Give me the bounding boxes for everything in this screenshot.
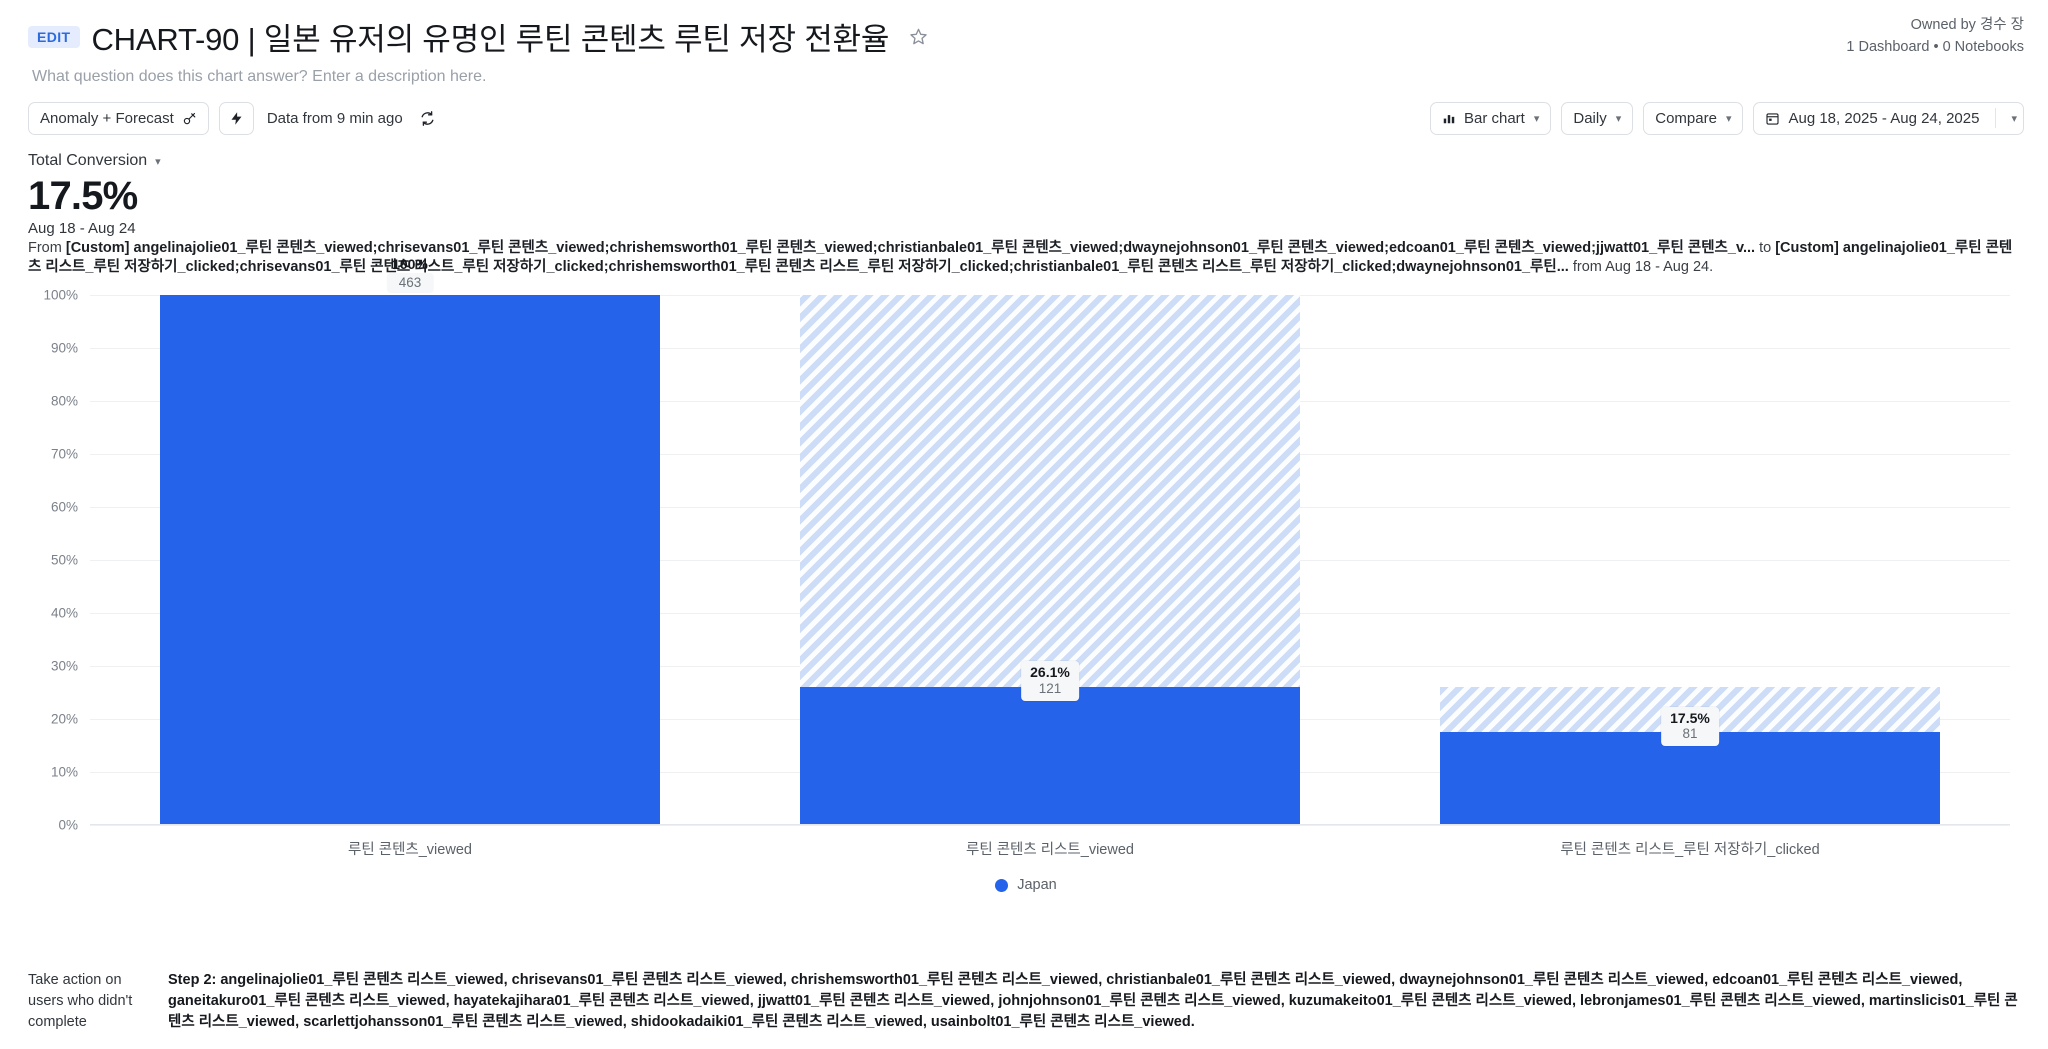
chart-toolbar: Anomaly + Forecast Data from 9 min ago	[28, 96, 2024, 140]
y-axis-tick-label: 40%	[50, 605, 78, 621]
funnel-step-description: From [Custom] angelinajolie01_루틴 콘텐츠_vie…	[28, 239, 2024, 277]
compare-label: Compare	[1655, 109, 1717, 127]
page-title: CHART-90 | 일본 유저의 유명인 루틴 콘텐츠 루틴 저장 전환율	[91, 22, 890, 57]
owner-name: Owned by 경수 장	[1910, 17, 2024, 33]
star-outline-icon[interactable]	[901, 20, 935, 54]
divider	[1995, 108, 1997, 128]
owner-info: Owned by 경수 장 1 Dashboard • 0 Notebooks	[1846, 14, 2024, 59]
bar-count-label: 463	[386, 273, 434, 294]
bar-percent-label: 17.5%	[1670, 709, 1710, 726]
bar-count-label: 121	[1038, 680, 1062, 696]
x-axis-tick-label: 루틴 콘텐츠 리스트_viewed	[966, 842, 1134, 859]
edit-badge[interactable]: EDIT	[28, 25, 80, 48]
bar-column[interactable]: 100% 463	[160, 256, 660, 826]
anomaly-forecast-button[interactable]: Anomaly + Forecast	[28, 101, 209, 135]
toolbar-left-group: Anomaly + Forecast Data from 9 min ago	[28, 101, 439, 135]
usage-counts: 1 Dashboard • 0 Notebooks	[1846, 39, 2024, 56]
y-axis-tick-label: 30%	[50, 658, 78, 674]
y-axis-tick-label: 90%	[50, 340, 78, 356]
gridline: 0%	[58, 818, 2010, 833]
funnel-bar-chart: 100% 90% 80% 70% 60% 50% 40% 30% 20% 10% 0% 100% 46…	[28, 256, 2024, 893]
y-axis-tick-label: 80%	[50, 393, 78, 409]
bar-percent-label: 100%	[392, 255, 428, 272]
metric-selector-label: Total Conversion	[28, 152, 148, 169]
date-range-picker[interactable]: Aug 18, 2025 - Aug 24, 2025 ▾	[1753, 101, 2024, 135]
y-axis-tick-label: 10%	[50, 764, 78, 780]
chevron-down-icon: ▾	[155, 155, 161, 168]
bar-count-label: 81	[1682, 726, 1698, 742]
y-axis-tick-label: 70%	[50, 446, 78, 462]
desc-prefix: From	[28, 239, 66, 256]
bar-value-tooltip: 17.5% 81	[1661, 706, 1719, 747]
metric-date-range: Aug 18 - Aug 24	[28, 219, 136, 237]
title-row: EDIT CHART-90 | 일본 유저의 유명인 루틴 콘텐츠 루틴 저장 …	[28, 14, 2024, 59]
legend-item[interactable]: Japan	[995, 877, 1057, 893]
bar-group: 100% 463 26.1% 121 17.5% 81	[90, 256, 2010, 826]
compare-dropdown[interactable]: Compare ▾	[1643, 101, 1744, 135]
desc-mid: to	[1755, 239, 1776, 256]
data-freshness-label: Data from 9 min ago	[266, 109, 403, 127]
x-axis-line	[90, 824, 2010, 826]
x-axis-labels: 루틴 콘텐츠_viewed 루틴 콘텐츠 리스트_viewed 루틴 콘텐츠 리스트…	[90, 838, 2010, 859]
anomaly-forecast-label: Anomaly + Forecast	[40, 109, 174, 127]
total-conversion-value: 17.5%	[28, 174, 138, 218]
bar-column[interactable]: 17.5% 81	[1440, 686, 1940, 826]
x-axis-tick-label: 루틴 콘텐츠_viewed	[348, 842, 472, 859]
bar-value-segment[interactable]	[1440, 732, 1940, 826]
x-axis-tick-label: 루틴 콘텐츠 리스트_루틴 저장하기_clicked	[1560, 842, 1820, 859]
bar-value-segment[interactable]	[160, 295, 660, 826]
desc-to-step: [Custom] angelinajolie01_루틴 콘텐츠 리스트_루틴 저…	[28, 239, 2013, 275]
bar-chart-icon	[1442, 111, 1456, 125]
metric-summary: Total Conversion ▾ 17.5% Aug 18 - Aug 24…	[28, 152, 2024, 277]
bar-slot: 100% 463	[90, 256, 730, 826]
calendar-icon	[1765, 111, 1780, 126]
chart-description-placeholder[interactable]: What question does this chart answer? En…	[32, 68, 487, 85]
legend-color-swatch	[995, 878, 1009, 892]
metric-selector[interactable]: Total Conversion ▾	[28, 152, 161, 170]
data-freshness: Data from 9 min ago	[264, 110, 406, 127]
chevron-down-icon: ▾	[1725, 112, 1732, 125]
bar-slot: 26.1% 121	[730, 295, 1370, 826]
chevron-down-icon[interactable]: ▾	[2011, 112, 2017, 125]
date-range-label: Aug 18, 2025 - Aug 24, 2025	[1788, 109, 1980, 127]
chart-legend: Japan	[28, 877, 2024, 893]
refresh-icon[interactable]	[416, 110, 439, 127]
granularity-dropdown[interactable]: Daily ▾	[1561, 101, 1634, 135]
take-action-step-list: Step 2: angelinajolie01_루틴 콘텐츠 리스트_viewe…	[168, 971, 2018, 1030]
bar-percent-label: 26.1%	[1030, 664, 1070, 681]
bar-column[interactable]: 26.1% 121	[800, 295, 1300, 826]
chevron-down-icon: ▾	[1615, 112, 1622, 125]
y-axis-tick-label: 50%	[50, 552, 78, 568]
plot-area: 100% 90% 80% 70% 60% 50% 40% 30% 20% 10% 0% 100% 46…	[43, 256, 2010, 833]
y-axis-tick-label: 0%	[58, 817, 78, 833]
magic-wand-icon	[182, 111, 197, 126]
take-action-footer: Take action on users who didn't complete…	[28, 970, 2024, 1033]
bar-value-segment[interactable]	[800, 686, 1300, 826]
take-action-label: Take action on users who didn't complete	[28, 971, 133, 1030]
toolbar-right-group: Bar chart ▾ Daily ▾ Compare ▾ A	[1429, 96, 2024, 140]
y-axis-tick-label: 60%	[50, 499, 78, 515]
chart-type-dropdown[interactable]: Bar chart ▾	[1429, 101, 1552, 135]
granularity-label: Daily	[1573, 109, 1607, 127]
desc-from-step: [Custom] angelinajolie01_루틴 콘텐츠_viewed;c…	[65, 239, 1756, 256]
bar-value-tooltip: 100% 463	[386, 255, 434, 294]
page-header: EDIT CHART-90 | 일본 유저의 유명인 루틴 콘텐츠 루틴 저장 …	[0, 0, 2048, 88]
desc-suffix: from Aug 18 - Aug 24.	[1568, 258, 1714, 275]
y-axis-tick-label: 100%	[43, 287, 78, 303]
chevron-down-icon: ▾	[1533, 112, 1540, 125]
legend-label: Japan	[1017, 877, 1057, 894]
bar-slot: 17.5% 81	[1370, 295, 2010, 826]
lightning-bolt-icon[interactable]	[218, 101, 254, 135]
bar-value-tooltip: 26.1% 121	[1021, 661, 1079, 701]
y-axis-tick-label: 20%	[50, 711, 78, 727]
chart-type-label: Bar chart	[1463, 109, 1525, 127]
